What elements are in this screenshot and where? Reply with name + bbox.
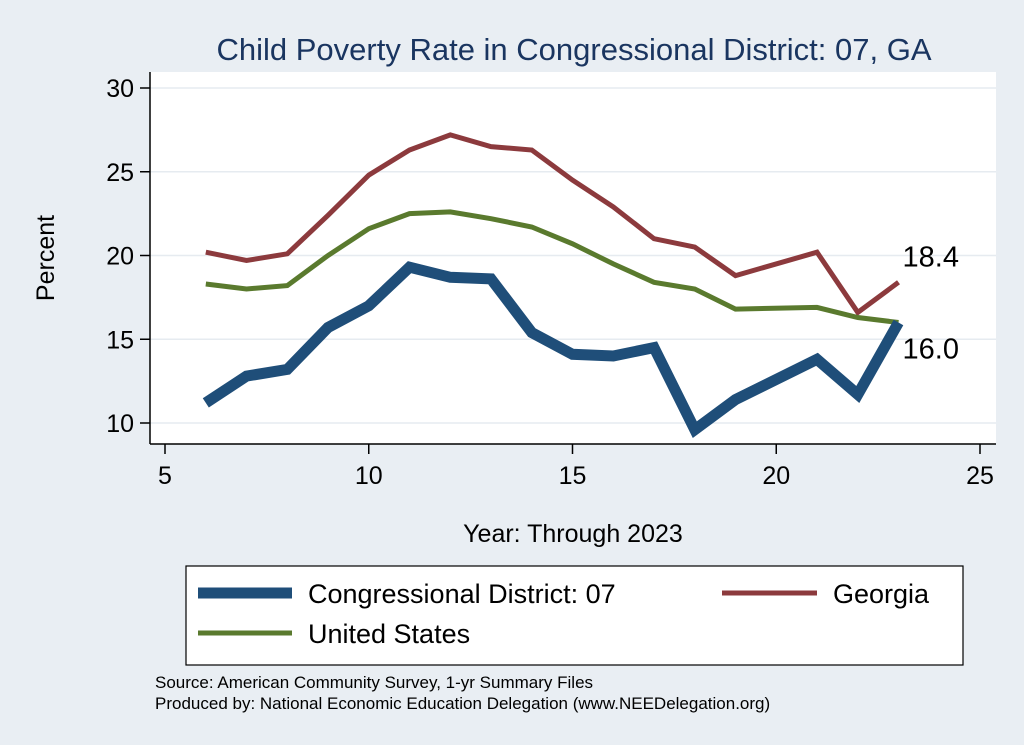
plot-area: [150, 72, 996, 444]
grid-lines: [150, 87, 996, 424]
y-tick-label: 25: [106, 159, 134, 187]
x-tick-label: 20: [762, 462, 790, 490]
series-line-congressional-district-07: [202, 261, 904, 439]
legend: Congressional District: 07 Georgia United …: [198, 579, 930, 649]
y-tick-label: 20: [106, 243, 134, 271]
end-value-label: 18.4: [903, 241, 959, 273]
producer-note: Produced by: National Economic Education…: [155, 694, 770, 713]
series-line-united-states: [205, 209, 899, 325]
legend-label-georgia: Georgia: [833, 579, 930, 609]
legend-box: [185, 565, 964, 666]
y-axis-ticks: 10 15 20 25 30: [106, 75, 150, 438]
chart-title: Child Poverty Rate in Congressional Dist…: [216, 32, 931, 67]
series-line-georgia: [205, 132, 900, 316]
source-note: Source: American Community Survey, 1-yr …: [155, 673, 593, 692]
end-labels: 18.4 16.0: [903, 241, 959, 365]
x-tick-label: 25: [966, 462, 994, 490]
series-lines: [202, 132, 904, 439]
end-value-label: 16.0: [903, 334, 959, 366]
legend-label-united-states: United States: [308, 619, 470, 649]
legend-label-congressional-district-07: Congressional District: 07: [308, 579, 616, 609]
y-axis-title: Percent: [32, 215, 60, 301]
y-tick-label: 15: [106, 326, 134, 354]
x-axis-ticks: 5 10 15 20 25: [158, 444, 994, 490]
x-axis-title: Year: Through 2023: [463, 520, 683, 548]
y-tick-label: 30: [106, 75, 134, 103]
y-tick-label: 10: [106, 410, 134, 438]
x-tick-label: 10: [355, 462, 383, 490]
x-tick-label: 15: [559, 462, 587, 490]
x-tick-label: 5: [158, 462, 172, 490]
